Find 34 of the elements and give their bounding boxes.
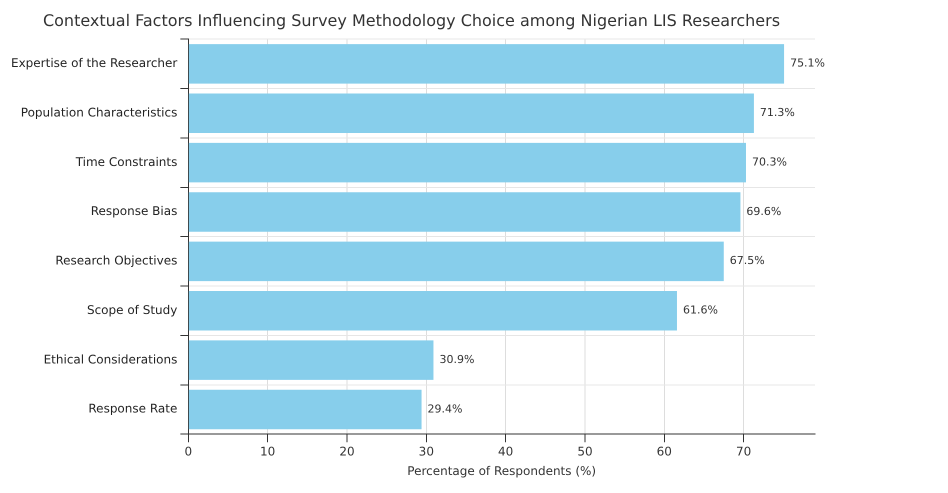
bar [188,192,740,232]
bar [188,390,422,430]
x-tick-label: 60 [656,444,672,459]
x-tick-label: 30 [418,444,434,459]
bar [188,142,746,182]
data-label: 30.9% [439,352,474,366]
x-tick-label: 40 [498,444,514,459]
bar [188,94,754,134]
y-tick-label: Response Bias [90,204,178,218]
bar [188,291,677,331]
data-label: 29.4% [428,402,463,416]
y-tick-label: Response Rate [88,402,178,416]
y-tick-label: Research Objectives [55,254,178,268]
x-axis-title: Percentage of Respondents (%) [407,464,596,478]
data-label: 70.3% [752,155,787,168]
data-label: 71.3% [760,106,795,120]
y-tick-label: Ethical Considerations [44,352,178,366]
chart-title: Contextual Factors Influencing Survey Methodology Choice among Nigerian LIS Researchers [42,10,780,30]
x-tick-label: 0 [184,444,192,459]
y-tick-label: Expertise of the Researcher [10,56,178,70]
bar [188,242,724,282]
data-label: 69.6% [746,204,782,218]
x-tick-label: 10 [260,444,276,459]
y-tick-label: Scope of Study [86,302,178,317]
bar [188,340,434,380]
data-label: 61.6% [682,304,718,317]
x-tick-label: 50 [577,444,593,459]
y-tick-label: Population Characteristics [20,105,178,120]
bar [188,44,784,84]
x-tick-label: 70 [736,444,752,459]
data-label: 67.5% [730,254,765,268]
x-tick-label: 20 [339,444,355,459]
data-label: 75.1% [790,56,826,70]
y-tick-label: Time Constraints [74,154,178,169]
